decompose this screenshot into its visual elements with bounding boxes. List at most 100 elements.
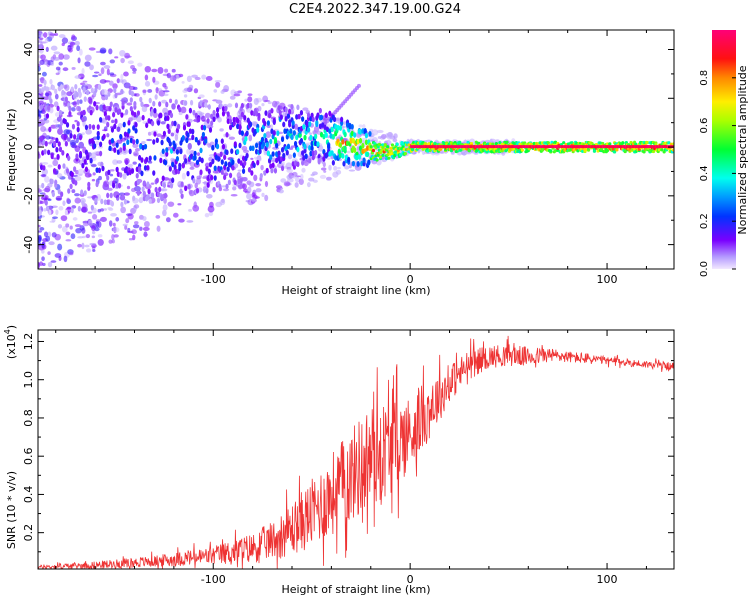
spectral-ridge-cell — [266, 150, 270, 157]
spectral-speckle — [57, 224, 63, 229]
spectral-speckle — [207, 205, 215, 213]
spectral-ridge-cell — [251, 145, 255, 152]
spectral-speckle — [82, 235, 86, 239]
spectral-ridge-cell — [343, 145, 347, 152]
spectral-core — [525, 145, 529, 149]
bottom-y-tick-label: 0.4 — [22, 486, 35, 504]
spectral-speckle — [112, 227, 120, 233]
spectral-speckle — [53, 56, 60, 61]
spectral-speckle — [108, 80, 114, 86]
spectral-ridge-cell — [366, 145, 370, 151]
spectral-ridge-cell — [102, 133, 106, 140]
spectral-ridge-cell — [370, 151, 374, 155]
spectral-ridge-cell — [152, 139, 156, 145]
spectral-speckle — [215, 99, 222, 103]
spectral-speckle — [112, 83, 118, 90]
spectral-speckle — [283, 165, 288, 169]
spectral-ridge-cell — [93, 143, 97, 149]
spectral-speckle — [69, 225, 73, 230]
spectral-ridge-cell — [87, 181, 91, 188]
spectral-ridge-cell — [127, 128, 131, 134]
spectral-ridge-cell — [245, 130, 249, 137]
spectral-core — [664, 145, 668, 149]
spectral-ridge-cell — [116, 149, 120, 155]
spectral-speckle — [328, 164, 332, 171]
spectral-ridge-cell — [224, 105, 228, 112]
spectral-ridge-cell — [265, 142, 269, 148]
spectral-speckle — [186, 148, 191, 155]
spectral-ridge-cell — [598, 141, 602, 145]
top-x-tick-label: 0 — [407, 273, 414, 286]
spectral-speckle — [264, 180, 269, 188]
spectral-ridge-cell — [191, 134, 195, 141]
spectral-ridge-cell — [336, 124, 340, 131]
spectral-ridge-cell — [532, 141, 536, 146]
spectral-core — [554, 145, 558, 149]
spectral-speckle — [44, 176, 50, 183]
spectral-ridge-cell — [232, 116, 236, 123]
spectral-ridge-cell — [308, 121, 312, 127]
spectral-ridge-cell — [277, 150, 281, 157]
spectral-speckle — [178, 218, 185, 223]
spectral-ridge-cell — [286, 143, 291, 150]
spectral-speckle — [43, 117, 48, 121]
spectral-ridge-cell — [175, 156, 180, 162]
spectral-ridge-cell — [488, 142, 493, 146]
spectral-core — [454, 145, 458, 149]
spectral-speckle — [253, 98, 259, 105]
spectral-ridge-cell — [156, 197, 161, 204]
spectral-core — [563, 145, 567, 149]
spectral-ridge-cell — [154, 94, 158, 100]
spectral-ridge-cell — [194, 136, 198, 143]
spectral-ridge-cell — [171, 177, 175, 184]
spectral-ridge-cell — [136, 110, 141, 116]
spectral-ridge-cell — [136, 190, 141, 196]
spectral-core — [584, 145, 588, 149]
spectral-ridge-cell — [182, 124, 187, 131]
spectral-core — [466, 145, 470, 149]
spectral-ridge-cell — [141, 114, 145, 121]
spectral-ridge-cell — [145, 156, 149, 163]
spectral-ridge-cell — [583, 147, 587, 152]
spectral-speckle — [50, 61, 55, 66]
spectral-ridge-cell — [220, 159, 224, 165]
spectral-speckle — [101, 119, 108, 124]
spectral-speckle — [186, 75, 192, 83]
spectral-ridge-cell — [184, 185, 188, 192]
spectral-speckle — [217, 116, 222, 123]
spectral-speckle — [203, 181, 207, 186]
spectral-ridge-cell — [48, 126, 52, 133]
spectral-ridge-cell — [121, 100, 125, 107]
spectral-ridge-cell — [277, 105, 281, 111]
spectral-ridge-cell — [295, 114, 299, 120]
spectral-speckle — [125, 218, 130, 224]
spectral-ridge-cell — [315, 121, 319, 128]
spectral-ridge-cell — [221, 110, 226, 117]
spectral-ridge-cell — [76, 126, 80, 133]
spectral-core — [478, 145, 482, 149]
spectral-ridge-cell — [254, 142, 259, 149]
spectral-speckle — [247, 96, 253, 103]
spectral-ridge-cell — [129, 105, 133, 112]
spectral-speckle — [152, 112, 158, 118]
spectral-ridge-cell — [363, 128, 367, 134]
spectral-ridge-cell — [99, 116, 103, 123]
spectral-speckle — [52, 216, 58, 220]
spectral-ridge-cell — [153, 131, 157, 137]
spectral-ridge-cell — [247, 166, 252, 173]
spectral-ridge-cell — [161, 148, 165, 155]
spectral-ridge-cell — [158, 186, 162, 193]
top-y-tick-label: -40 — [22, 236, 35, 254]
spectral-ridge-cell — [399, 153, 403, 157]
spectral-streak — [356, 83, 361, 88]
spectral-speckle — [99, 47, 107, 54]
spectral-ridge-cell — [368, 130, 372, 137]
spectral-ridge-cell — [122, 121, 126, 128]
spectral-ridge-cell — [69, 132, 73, 139]
spectral-ridge-cell — [208, 127, 213, 133]
spectral-ridge-cell — [139, 96, 143, 103]
spectral-speckle — [89, 152, 97, 159]
spectral-core — [616, 145, 620, 149]
spectral-speckle — [362, 124, 366, 129]
spectral-core — [593, 145, 597, 149]
